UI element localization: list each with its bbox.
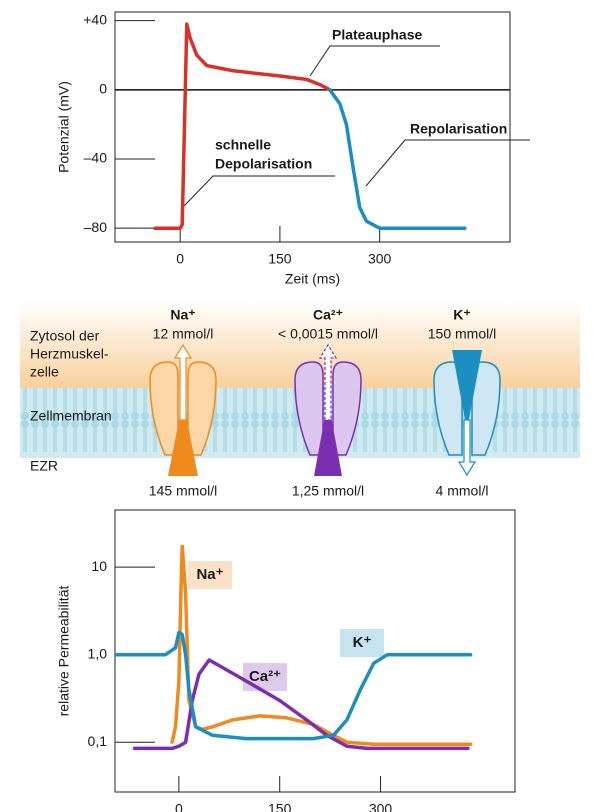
series-group: [153, 22, 467, 230]
inside-concentration: 150 mmol/l: [428, 326, 496, 342]
series-label-box: [243, 663, 287, 691]
series-label-box: [188, 561, 232, 589]
ion-label: Ca²⁺: [313, 307, 343, 323]
y-tick-label: +40: [83, 11, 107, 27]
ca-channel: [294, 343, 362, 476]
x-tick-label: 0: [176, 251, 184, 267]
y-tick-label: 10: [91, 558, 107, 574]
k-channel: [433, 350, 501, 477]
series-label-box: [340, 629, 384, 657]
y-tick-label: 0,1: [88, 733, 108, 749]
x-tick-label: 0: [175, 801, 183, 812]
y-tick-label: –40: [84, 150, 108, 166]
plot-frame: [114, 11, 511, 243]
outside-concentration: 1,25 mmol/l: [292, 483, 364, 499]
series-label: Na⁺: [196, 566, 223, 583]
outside-concentration: 4 mmol/l: [436, 483, 489, 499]
cytosol-label: zelle: [30, 364, 59, 380]
leader-line: [183, 175, 335, 207]
x-tick-label: 150: [268, 801, 292, 812]
outside-concentration: 145 mmol/l: [149, 483, 217, 499]
ion-label: K⁺: [453, 307, 471, 323]
annotation: Depolarisation: [215, 156, 312, 172]
annotation: Plateauphase: [332, 27, 422, 43]
leader-line: [309, 45, 440, 77]
outside-label: EZR: [30, 458, 58, 474]
x-tick-label: 300: [369, 801, 393, 812]
series-line: [153, 22, 332, 230]
series-line: [115, 630, 473, 741]
series-label: Ca²⁺: [249, 668, 281, 685]
annotation: schnelle: [215, 137, 271, 153]
y-tick-label: 1,0: [88, 645, 108, 661]
x-tick-label: 150: [268, 251, 292, 267]
inside-concentration: 12 mmol/l: [153, 326, 214, 342]
annotation: Repolarisation: [410, 121, 507, 137]
series-line: [328, 88, 467, 230]
y-axis-label: relative Permeabilität: [56, 586, 72, 717]
ion-label: Na⁺: [170, 307, 195, 323]
inside-concentration: < 0,0015 mmol/l: [278, 326, 378, 342]
series-line: [170, 545, 473, 746]
y-tick-label: 0: [99, 81, 107, 97]
series-label: K⁺: [353, 634, 372, 651]
series-group: [115, 545, 473, 751]
y-tick-label: –80: [84, 219, 108, 235]
series-line: [132, 658, 470, 751]
leader-line: [365, 139, 530, 187]
cytosol-label: Herzmuskel-: [30, 346, 109, 362]
x-axis-label: Zeit (ms): [285, 271, 340, 287]
x-tick-label: 300: [368, 251, 392, 267]
plot-frame: [114, 509, 516, 793]
cytosol-label: Zytosol der: [30, 328, 100, 344]
na-channel: [149, 343, 217, 476]
membrane-label: Zellmembran: [30, 408, 112, 424]
y-axis-label: Potenzial (mV): [56, 81, 72, 173]
